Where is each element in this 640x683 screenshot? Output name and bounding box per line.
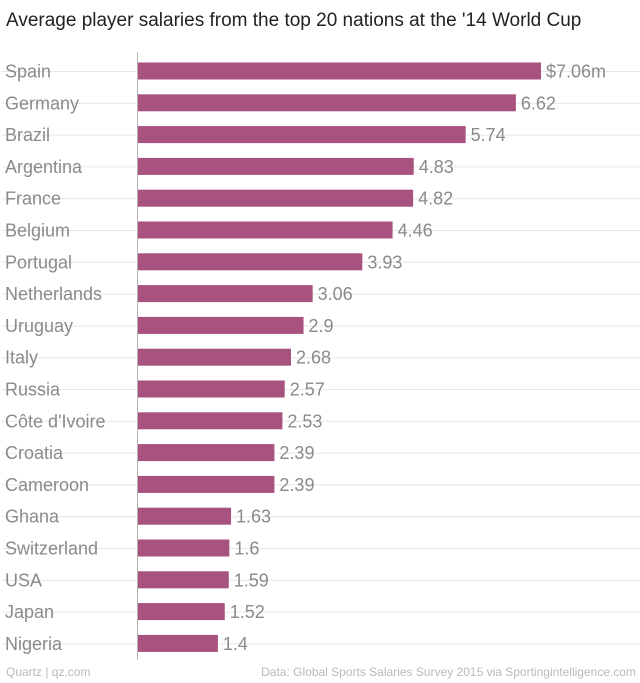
value-label: 2.9 — [309, 316, 334, 336]
category-label: Croatia — [5, 443, 64, 463]
footer-source-left: Quartz | qz.com — [6, 665, 91, 679]
bar — [138, 221, 393, 239]
bar — [138, 285, 313, 303]
footer-source-right: Data: Global Sports Salaries Survey 2015… — [261, 665, 636, 679]
bar — [138, 539, 230, 557]
bar — [138, 634, 218, 652]
value-label: $7.06m — [546, 62, 606, 82]
category-label: Italy — [5, 348, 38, 368]
bar — [138, 444, 275, 462]
value-label: 1.52 — [230, 602, 265, 622]
value-label: 1.4 — [223, 634, 248, 654]
category-label: Belgium — [5, 221, 70, 241]
bar — [138, 380, 285, 398]
value-label: 6.62 — [521, 93, 556, 113]
category-label: Argentina — [5, 157, 83, 177]
category-label: Côte d'Ivoire — [5, 411, 106, 431]
bar — [138, 348, 291, 366]
value-label: 2.57 — [290, 380, 325, 400]
bar — [138, 412, 283, 430]
category-label: Brazil — [5, 125, 50, 145]
bar — [138, 571, 229, 589]
bars — [138, 62, 541, 652]
value-label: 4.83 — [419, 157, 454, 177]
value-label: 3.06 — [318, 284, 353, 304]
category-label: Cameroon — [5, 475, 89, 495]
bar — [138, 507, 232, 525]
category-label: Spain — [5, 62, 51, 82]
bar — [138, 189, 414, 207]
bar — [138, 94, 516, 112]
category-label: Uruguay — [5, 316, 73, 336]
bar — [138, 603, 225, 621]
category-label: Germany — [5, 93, 79, 113]
bar — [138, 62, 541, 80]
value-label: 5.74 — [471, 125, 506, 145]
value-label: 4.82 — [418, 189, 453, 209]
bar — [138, 157, 414, 175]
category-label: USA — [5, 570, 42, 590]
value-label: 2.68 — [296, 348, 331, 368]
category-label: Nigeria — [5, 634, 63, 654]
value-label: 3.93 — [367, 252, 402, 272]
value-label: 4.46 — [398, 221, 433, 241]
category-label: France — [5, 189, 61, 209]
value-label: 2.39 — [279, 475, 314, 495]
value-label: 2.53 — [287, 411, 322, 431]
category-label: Russia — [5, 380, 61, 400]
value-label: 1.63 — [236, 507, 271, 527]
bar — [138, 126, 466, 144]
bar — [138, 253, 363, 271]
value-label: 1.59 — [234, 570, 269, 590]
category-label: Japan — [5, 602, 54, 622]
category-label: Switzerland — [5, 539, 98, 559]
bar — [138, 475, 275, 493]
bar — [138, 316, 304, 334]
labels: Spain $7.06m Germany 6.62 Brazil 5.74 Argentin… — [5, 62, 606, 654]
value-label: 2.39 — [279, 443, 314, 463]
category-label: Ghana — [5, 507, 60, 527]
category-label: Netherlands — [5, 284, 102, 304]
value-label: 1.6 — [234, 539, 259, 559]
chart-title: Average player salaries from the top 20 … — [6, 10, 582, 31]
category-label: Portugal — [5, 252, 72, 272]
